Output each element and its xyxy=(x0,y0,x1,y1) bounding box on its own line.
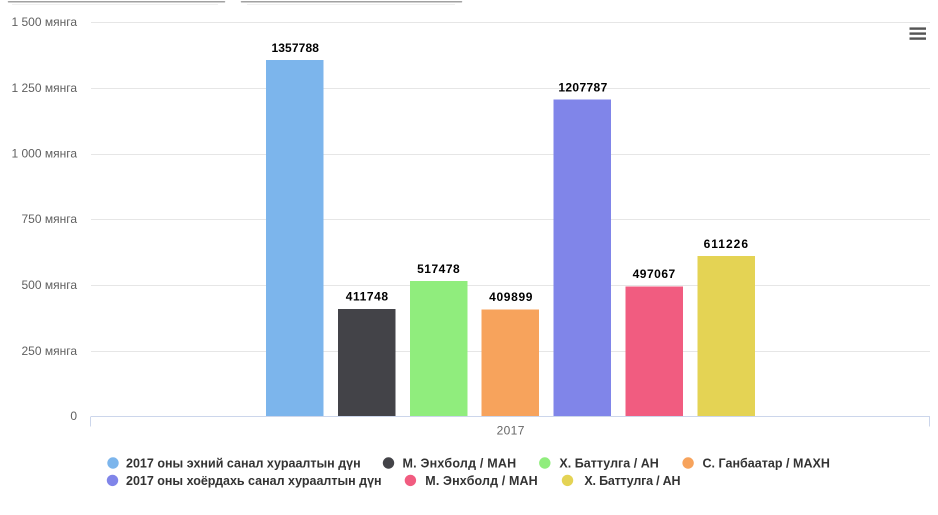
svg-text:1207787: 1207787 xyxy=(558,80,607,94)
svg-text:500 мянга: 500 мянга xyxy=(21,278,77,292)
svg-text:409899: 409899 xyxy=(489,290,533,304)
svg-text:0: 0 xyxy=(70,409,77,423)
svg-text:497067: 497067 xyxy=(633,267,676,281)
svg-text:411748: 411748 xyxy=(346,290,389,304)
svg-text:М. Энхболд / МАН: М. Энхболд / МАН xyxy=(425,474,537,488)
svg-text:1 250 мянга: 1 250 мянга xyxy=(11,81,77,95)
svg-text:2017: 2017 xyxy=(497,424,525,438)
svg-text:750 мянга: 750 мянга xyxy=(21,212,77,226)
svg-text:Х. Баттулга / АН: Х. Баттулга / АН xyxy=(584,474,680,488)
svg-text:Х. Баттулга / АН: Х. Баттулга / АН xyxy=(559,456,658,470)
svg-text:2017 оны эхний санал хураалтын: 2017 оны эхний санал хураалтын дүн xyxy=(126,456,361,470)
svg-text:611226: 611226 xyxy=(704,237,749,251)
svg-text:250 мянга: 250 мянга xyxy=(21,344,77,358)
svg-text:М. Энхболд / МАН: М. Энхболд / МАН xyxy=(403,456,517,470)
svg-text:1 500 мянга: 1 500 мянга xyxy=(11,15,77,29)
svg-text:1 000 мянга: 1 000 мянга xyxy=(11,146,77,160)
svg-text:С. Ганбаатар / МАХН: С. Ганбаатар / МАХН xyxy=(703,456,830,470)
svg-text:2017 оны хоёрдахь санал хураал: 2017 оны хоёрдахь санал хураалтын дүн xyxy=(126,474,382,488)
svg-text:1357788: 1357788 xyxy=(271,41,319,55)
svg-text:517478: 517478 xyxy=(417,262,460,276)
